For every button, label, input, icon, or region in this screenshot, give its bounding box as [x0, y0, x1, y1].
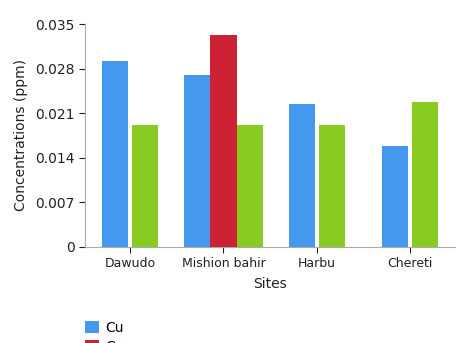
Bar [382, 146, 409, 247]
Bar [412, 102, 438, 247]
Legend: Cu, Cr, Cd: Cu, Cr, Cd [85, 321, 124, 343]
Bar [184, 75, 210, 247]
Bar [210, 35, 237, 247]
Bar [319, 125, 345, 247]
Bar [237, 125, 263, 247]
X-axis label: Sites: Sites [253, 277, 287, 291]
Bar [289, 104, 315, 247]
Bar [102, 61, 128, 247]
Y-axis label: Concentrations (ppm): Concentrations (ppm) [15, 59, 28, 212]
Bar [132, 125, 158, 247]
